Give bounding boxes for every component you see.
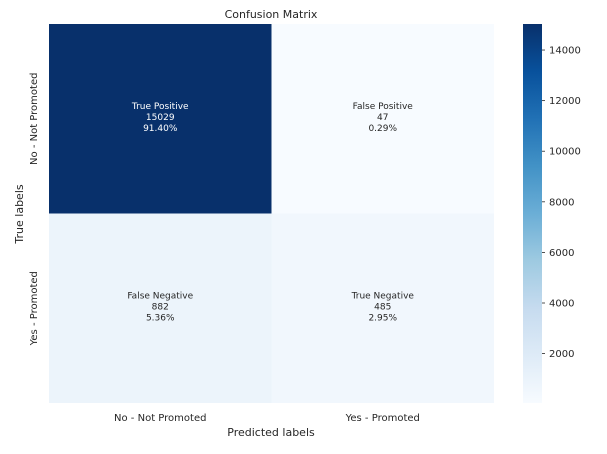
colorbar-tick-label-1: 4000 (549, 299, 574, 310)
x-axis-ticks: No - Not Promoted Yes - Promoted (114, 413, 420, 424)
colorbar-tick-label-4: 10000 (549, 147, 581, 158)
cell-count-1-0: 882 (152, 302, 169, 312)
colorbar (523, 24, 542, 403)
heatmap-cell-1-1 (271, 213, 494, 403)
colorbar-tick-label-2: 6000 (549, 248, 574, 259)
chart-title: Confusion Matrix (225, 8, 318, 21)
colorbar-ticks: 2000 4000 6000 8000 10000 12000 14000 (542, 46, 581, 360)
cell-count-0-1: 47 (377, 113, 388, 123)
y-axis-label: True labels (13, 184, 26, 244)
x-tick-label-0: No - Not Promoted (114, 413, 206, 424)
colorbar-tick-label-5: 12000 (549, 96, 581, 107)
cell-label-1-0: False Negative (127, 291, 193, 301)
heatmap-cell-0-0 (49, 24, 272, 214)
cell-percent-0-0: 91.40% (143, 124, 178, 134)
cell-count-0-0: 15029 (146, 113, 175, 123)
cell-label-0-1: False Positive (353, 102, 414, 112)
colorbar-tick-label-3: 8000 (549, 197, 574, 208)
heatmap-cells (49, 24, 494, 403)
cell-count-1-1: 485 (374, 302, 391, 312)
cell-label-1-1: True Negative (351, 291, 415, 301)
x-tick-label-1: Yes - Promoted (345, 413, 420, 424)
colorbar-tick-label-6: 14000 (549, 46, 581, 57)
cell-percent-0-1: 0.29% (368, 124, 397, 134)
heatmap-cell-0-1 (271, 24, 494, 214)
heatmap-cell-1-0 (49, 213, 272, 403)
colorbar-tick-label-0: 2000 (549, 349, 574, 360)
cell-percent-1-0: 5.36% (146, 313, 175, 323)
y-tick-label-0: No - Not Promoted (29, 73, 40, 165)
cell-percent-1-1: 2.95% (368, 313, 397, 323)
x-axis-label: Predicted labels (227, 426, 315, 439)
y-tick-label-1: Yes - Promoted (29, 271, 40, 346)
y-axis-ticks: No - Not Promoted Yes - Promoted (29, 73, 40, 347)
cell-label-0-0: True Positive (131, 102, 189, 112)
